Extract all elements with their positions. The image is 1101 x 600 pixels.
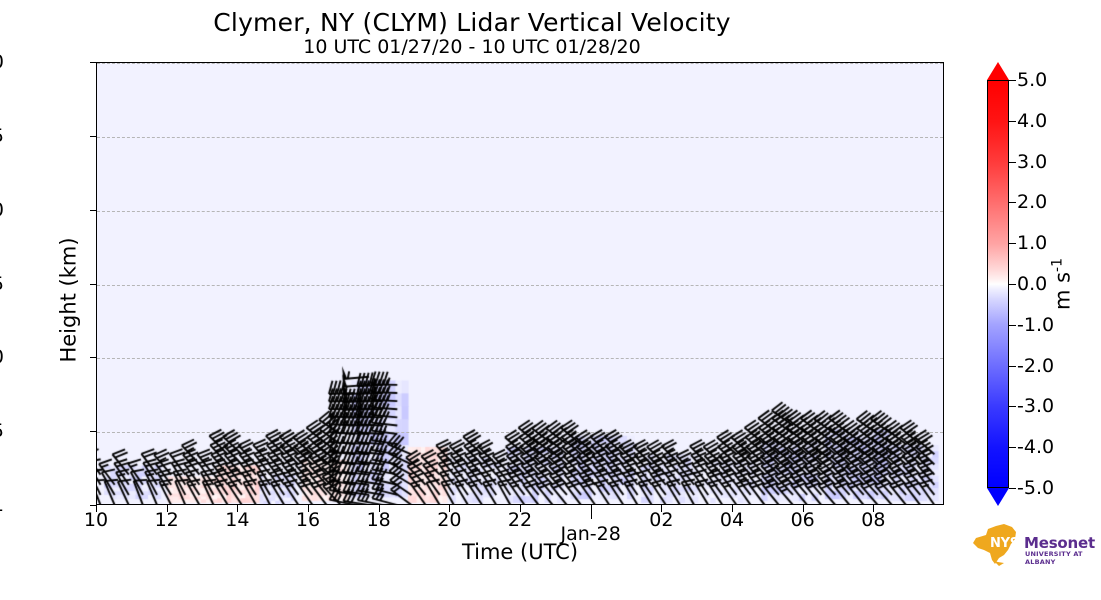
x-tick-label: 02 — [649, 509, 673, 531]
y-tick-label: 1.0 — [0, 346, 4, 368]
x-tick-mark — [96, 505, 97, 512]
colorbar-tick-mark — [1009, 243, 1016, 244]
colorbar-tick-label: -1.0 — [1017, 314, 1054, 336]
y-tick-label: 0.1 — [0, 494, 4, 516]
y-tick-label: 1.5 — [0, 273, 4, 295]
y-tick-mark — [90, 357, 96, 358]
chart-page: Clymer, NY (CLYM) Lidar Vertical Velocit… — [0, 0, 1101, 600]
x-tick-mark — [237, 505, 238, 512]
y-tick-mark — [90, 210, 96, 211]
x-tick-mark — [591, 505, 592, 519]
y-axis-label: Height (km) — [57, 237, 81, 362]
x-tick-mark — [449, 505, 450, 512]
x-tick-label: 04 — [720, 509, 744, 531]
x-tick-label: 10 — [84, 509, 108, 531]
plot-area — [96, 62, 944, 505]
x-tick-mark — [308, 505, 309, 512]
colorbar-tick-mark — [1009, 366, 1016, 367]
x-tick-mark — [732, 505, 733, 512]
colorbar-tick-label: 1.0 — [1017, 232, 1047, 254]
x-tick-mark — [873, 505, 874, 512]
colorbar-tick-label: 3.0 — [1017, 151, 1047, 173]
colorbar-tick-label: -5.0 — [1017, 477, 1054, 499]
colorbar-tick-label: -2.0 — [1017, 355, 1054, 377]
x-tick-label: 08 — [861, 509, 885, 531]
x-tick-mark — [379, 505, 380, 512]
x-tick-label: 16 — [296, 509, 320, 531]
x-tick-mark — [520, 505, 521, 512]
y-tick-label: 0.5 — [0, 420, 4, 442]
colorbar-extend-min-arrow — [987, 488, 1009, 506]
x-tick-mark — [167, 505, 168, 512]
colorbar-tick-label: 0.0 — [1017, 273, 1047, 295]
colorbar-tick-mark — [1009, 284, 1016, 285]
logo-university-text: UNIVERSITY AT ALBANY — [1025, 550, 1096, 566]
x-tick-label: 18 — [367, 509, 391, 531]
x-tick-mark — [803, 505, 804, 512]
colorbar-tick-label: -3.0 — [1017, 395, 1054, 417]
colorbar-tick-label: 2.0 — [1017, 191, 1047, 213]
y-tick-mark — [90, 431, 96, 432]
y-tick-label: 3.0 — [0, 51, 4, 73]
logo-nys-text: NYS — [990, 536, 1019, 551]
colorbar-tick-label: -4.0 — [1017, 436, 1054, 458]
x-tick-label: 20 — [437, 509, 461, 531]
y-tick-label: 2.0 — [0, 199, 4, 221]
x-tick-mark — [661, 505, 662, 512]
chart-subtitle: 10 UTC 01/27/20 - 10 UTC 01/28/20 — [0, 36, 944, 58]
x-tick-label: 14 — [225, 509, 249, 531]
x-tick-label: 06 — [791, 509, 815, 531]
colorbar-tick-mark — [1009, 406, 1016, 407]
colorbar-gradient — [987, 80, 1009, 488]
colorbar-tick-mark — [1009, 447, 1016, 448]
colorbar-tick-mark — [1009, 325, 1016, 326]
y-tick-mark — [90, 136, 96, 137]
colorbar-tick-mark — [1009, 121, 1016, 122]
colorbar-tick-label: 4.0 — [1017, 110, 1047, 132]
colorbar-unit-text: m s — [1051, 272, 1075, 310]
colorbar-tick-mark — [1009, 162, 1016, 163]
colorbar-tick-mark — [1009, 80, 1016, 81]
nys-mesonet-logo: NYS Mesonet UNIVERSITY AT ALBANY — [968, 520, 1096, 572]
colorbar-label: m s-1 — [1050, 258, 1075, 310]
colorbar-tick-label: 5.0 — [1017, 69, 1047, 91]
wind-barbs-overlay — [97, 63, 944, 505]
colorbar-extend-max-arrow — [987, 62, 1009, 80]
chart-title: Clymer, NY (CLYM) Lidar Vertical Velocit… — [0, 8, 944, 37]
x-tick-label: 12 — [155, 509, 179, 531]
y-tick-mark — [90, 284, 96, 285]
y-tick-mark — [90, 62, 96, 63]
colorbar-tick-mark — [1009, 202, 1016, 203]
colorbar-unit-exponent: -1 — [1050, 258, 1066, 272]
colorbar — [987, 80, 1009, 488]
colorbar-tick-mark — [1009, 488, 1016, 489]
x-tick-label: 22 — [508, 509, 532, 531]
x-axis-label: Time (UTC) — [96, 540, 944, 564]
y-tick-label: 2.5 — [0, 125, 4, 147]
